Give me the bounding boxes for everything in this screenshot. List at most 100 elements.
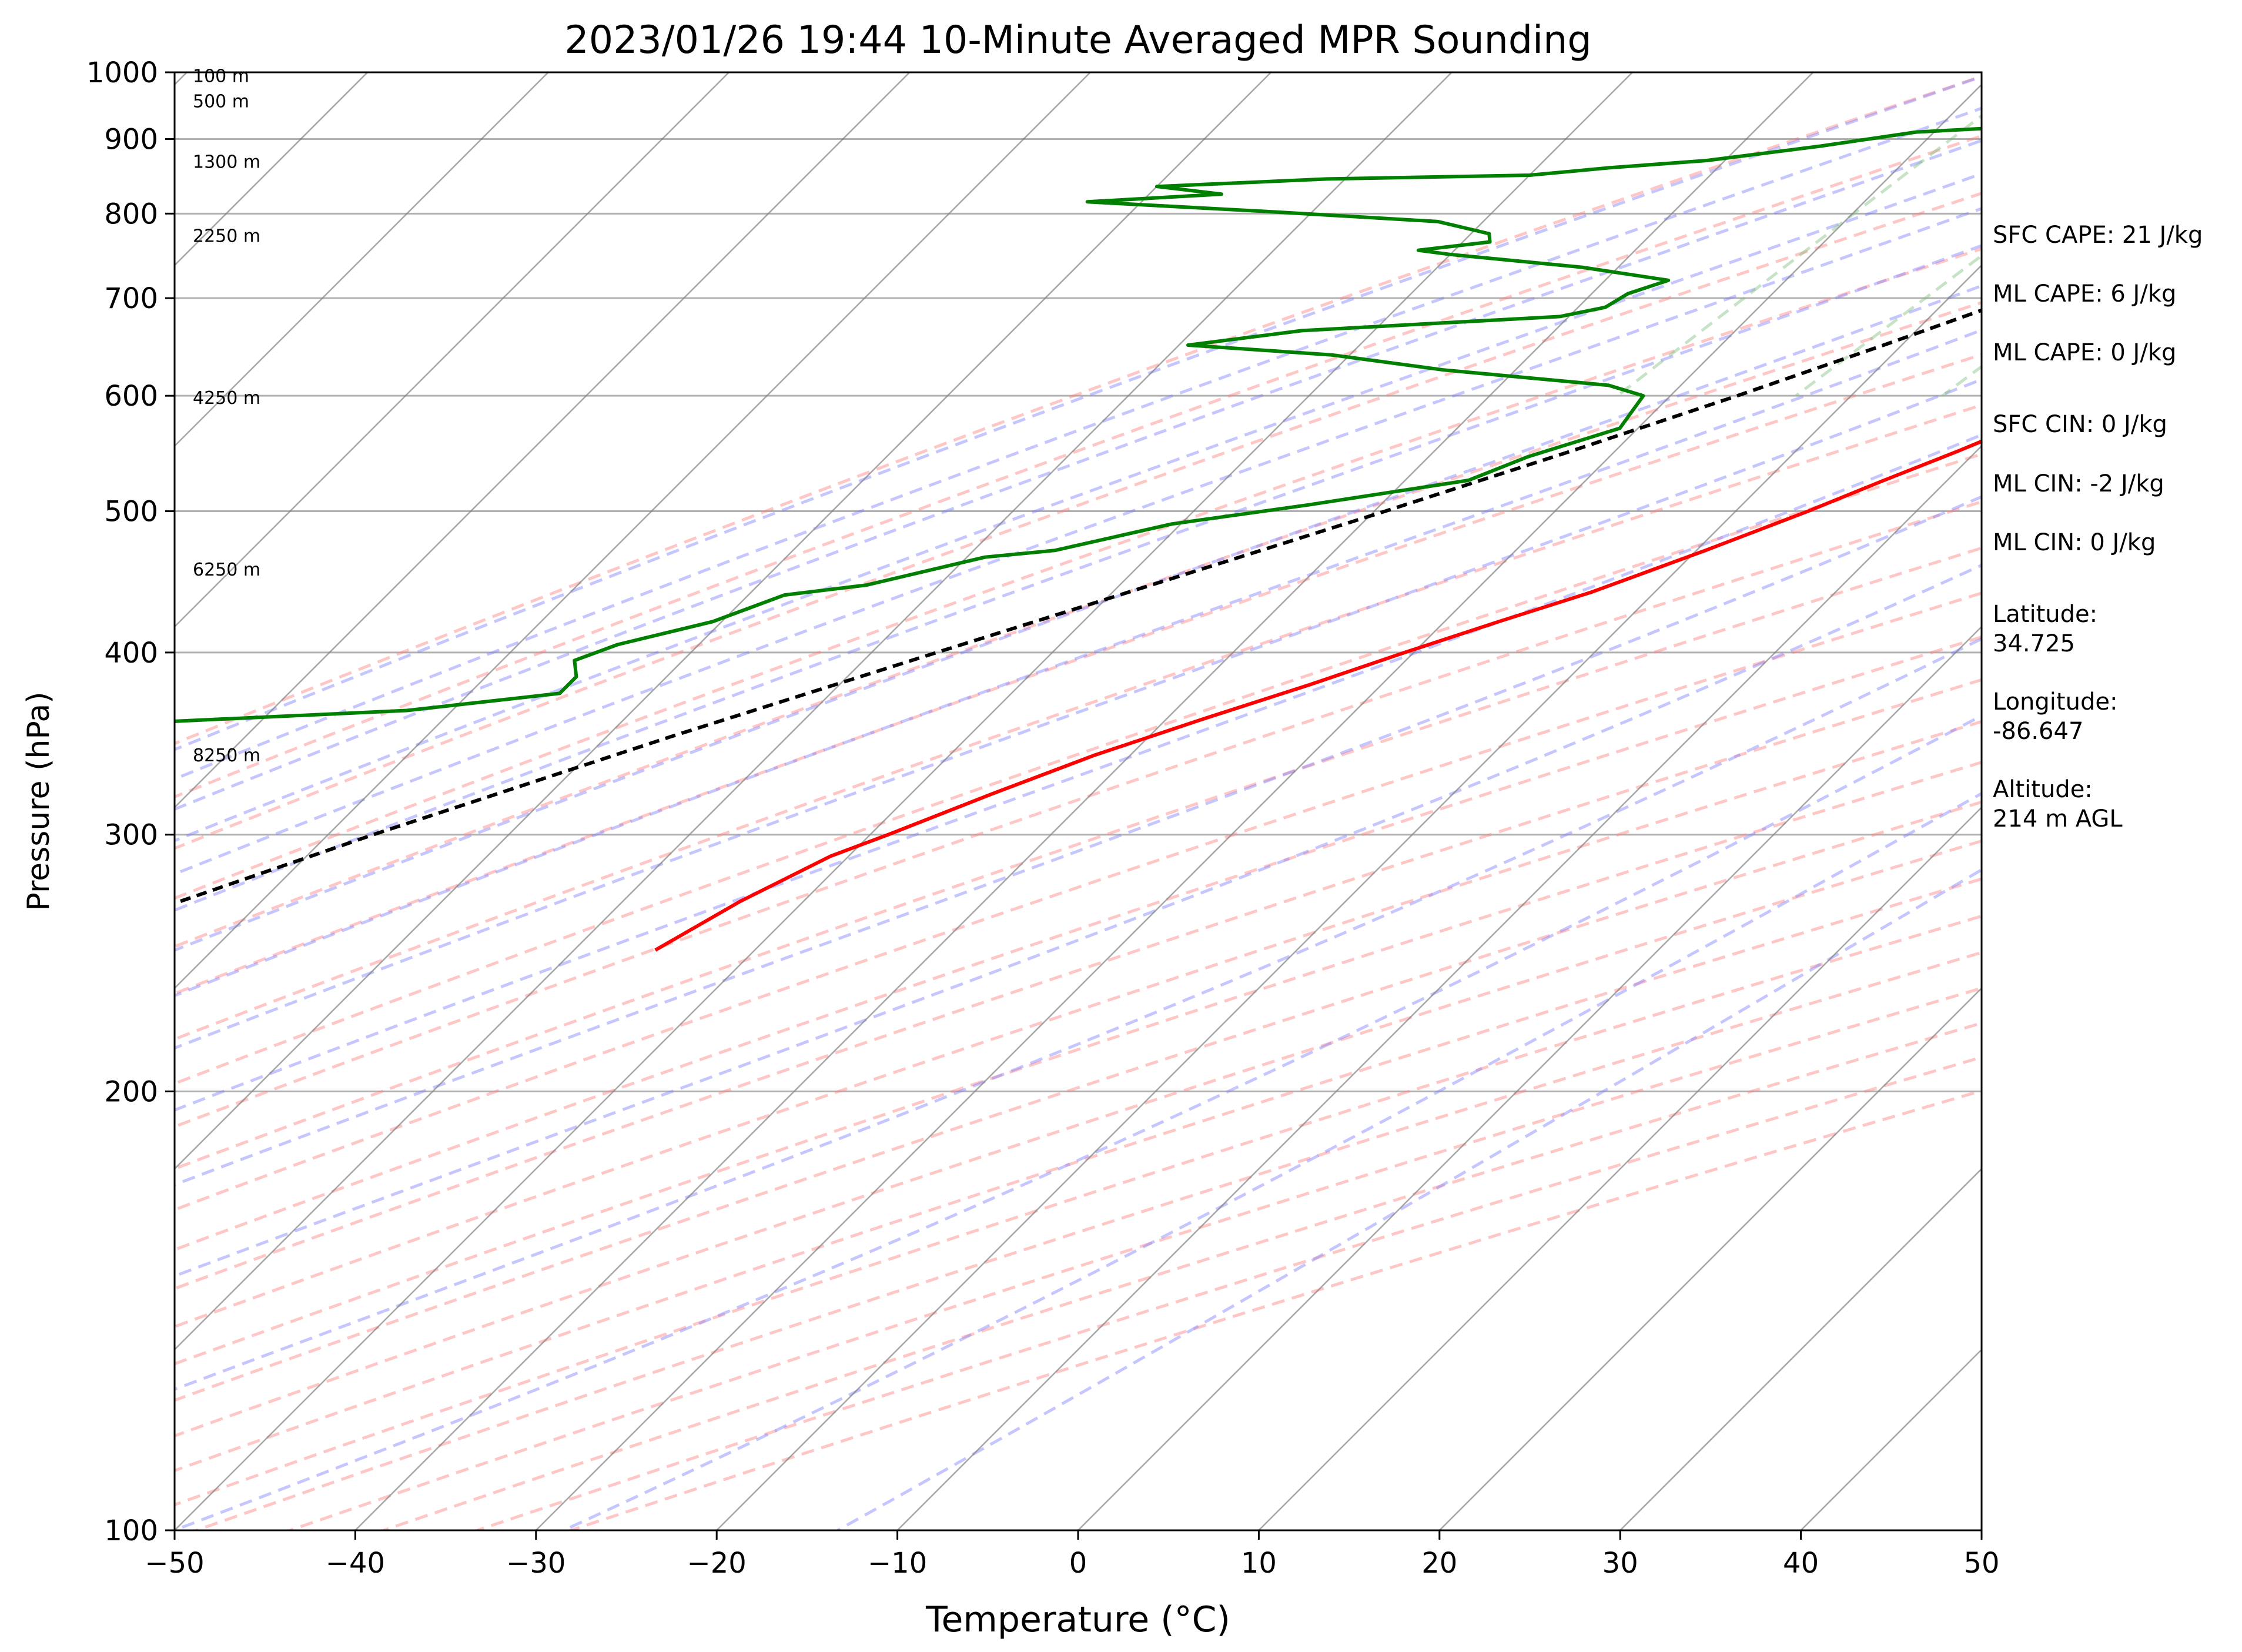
moist-adiabat-line — [175, 637, 1982, 1391]
dry-adiabat-line — [175, 877, 1982, 1473]
chart-title: 2023/01/26 19:44 10-Minute Averaged MPR … — [564, 18, 1591, 62]
y-tick-label: 500 — [104, 496, 158, 529]
isotherm-line — [175, 72, 730, 628]
ml-cin-text-1: ML CIN: -2 J/kg — [1993, 470, 2164, 497]
x-tick-label: 20 — [1421, 1547, 1457, 1580]
x-tick-label: 30 — [1602, 1547, 1638, 1580]
altitude-value: 214 m AGL — [1993, 805, 2123, 832]
longitude-value: -86.647 — [1993, 718, 2083, 745]
latitude-value: 34.725 — [1993, 630, 2075, 657]
height-label: 2250 m — [193, 226, 260, 247]
height-label: 500 m — [193, 92, 249, 112]
y-tick-label: 100 — [104, 1514, 158, 1547]
isotherm-line — [175, 72, 549, 447]
y-tick-label: 600 — [104, 380, 158, 413]
isotherm-line — [175, 72, 1633, 1530]
y-tick-label: 800 — [104, 198, 158, 230]
isotherm-line — [896, 444, 1982, 1530]
height-label: 100 m — [193, 66, 249, 86]
sounding-traces — [175, 126, 1982, 952]
dry-adiabat-line — [175, 591, 1982, 1212]
moist-adiabat-line — [175, 328, 1982, 998]
height-label: 8250 m — [193, 745, 260, 766]
moist-adiabat-line — [175, 433, 1982, 1112]
moist-adiabat-line — [175, 284, 1982, 952]
dry-adiabat-line — [175, 839, 1982, 1437]
x-axis-label: Temperature (°C) — [925, 1599, 1230, 1640]
dry-adiabat-line — [175, 75, 1982, 745]
altitude-label: Altitude: — [1993, 776, 2093, 803]
isotherm-line — [175, 72, 1453, 1351]
dry-adiabat-line — [175, 192, 1982, 850]
moist-adiabat-line — [175, 377, 1982, 1050]
x-tick-label: 40 — [1783, 1547, 1819, 1580]
height-label: 4250 m — [193, 388, 260, 409]
ml-cape-text-2: ML CAPE: 0 J/kg — [1993, 339, 2176, 366]
dry-adiabat-line — [289, 986, 1982, 1530]
dry-adiabat-line — [175, 800, 1982, 1402]
height-label: 6250 m — [193, 560, 260, 580]
isotherm-line — [354, 72, 1814, 1530]
height-label: 1300 m — [193, 152, 260, 172]
mixing-ratio-line — [1617, 113, 1982, 397]
y-tick-label: 700 — [104, 282, 158, 315]
isotherm-line — [1078, 626, 1982, 1530]
dry-adiabat-line — [175, 134, 1982, 799]
moist-adiabat-line — [175, 495, 1982, 1186]
longitude-label: Longitude: — [1993, 688, 2117, 715]
dry-adiabat-line — [175, 403, 1982, 1041]
x-tick-label: −40 — [326, 1547, 385, 1580]
y-tick-label: 200 — [104, 1075, 158, 1108]
y-axis-label: Pressure (hPa) — [21, 692, 56, 911]
moist-adiabat-line — [175, 172, 1982, 842]
isotherm-line — [716, 264, 1982, 1530]
moist-adiabat-line — [175, 75, 1982, 751]
y-tick-label: 1000 — [86, 56, 158, 89]
dry-adiabat-line — [175, 720, 1982, 1329]
ml-cin-text-2: ML CIN: 0 J/kg — [1993, 529, 2156, 556]
background-lines — [0, 72, 1982, 1530]
temperature-line — [654, 439, 1982, 952]
isotherm-line — [535, 83, 1982, 1530]
dry-adiabat-line — [175, 301, 1982, 948]
dry-adiabat-line — [175, 500, 1982, 1129]
x-tick-label: −10 — [868, 1547, 927, 1580]
isotherm-line — [1619, 1168, 1982, 1530]
x-tick-label: −50 — [145, 1547, 204, 1580]
dry-adiabat-line — [175, 353, 1982, 995]
dry-adiabat-line — [175, 760, 1982, 1366]
dry-adiabat-line — [570, 1089, 1982, 1530]
y-tick-label: 900 — [104, 123, 158, 156]
x-axis: −50 −40 −30 −20 −10 0 10 20 30 40 50 — [145, 1530, 2000, 1580]
side-panel: SFC CAPE: 21 J/kg ML CAPE: 6 J/kg ML CAP… — [1993, 222, 2203, 832]
sfc-cape-text: SFC CAPE: 21 J/kg — [1993, 222, 2203, 249]
isotherm-line — [1438, 987, 1982, 1530]
sfc-cin-text: SFC CIN: 0 J/kg — [1993, 411, 2167, 438]
moist-adiabat-line — [175, 207, 1982, 876]
dry-adiabat-line — [175, 247, 1982, 900]
x-tick-label: 0 — [1069, 1547, 1087, 1580]
isotherm-line — [0, 72, 6, 1530]
moist-adiabat-line — [175, 563, 1982, 1278]
ml-cape-text-1: ML CAPE: 6 J/kg — [1993, 280, 2176, 307]
dry-adiabat-line — [175, 452, 1982, 1085]
isotherm-line — [1258, 806, 1982, 1530]
dry-adiabat-line — [383, 1021, 1982, 1530]
y-tick-label: 300 — [104, 819, 158, 852]
moist-adiabat-line — [175, 244, 1982, 912]
isotherm-line — [175, 72, 1091, 989]
x-tick-label: 10 — [1241, 1547, 1277, 1580]
latitude-label: Latitude: — [1993, 601, 2097, 628]
dry-adiabat-line — [175, 546, 1982, 1171]
isotherm-line — [175, 72, 1272, 1170]
x-tick-label: −20 — [687, 1547, 747, 1580]
isotherm-line — [175, 72, 911, 809]
moist-adiabat-line — [175, 139, 1982, 811]
moist-adiabat-line — [175, 106, 1982, 781]
dewpoint-line — [175, 126, 1982, 723]
x-tick-label: −30 — [506, 1547, 565, 1580]
y-tick-label: 400 — [104, 637, 158, 670]
dry-adiabat-line — [175, 678, 1982, 1290]
dry-adiabat-line — [175, 635, 1982, 1252]
